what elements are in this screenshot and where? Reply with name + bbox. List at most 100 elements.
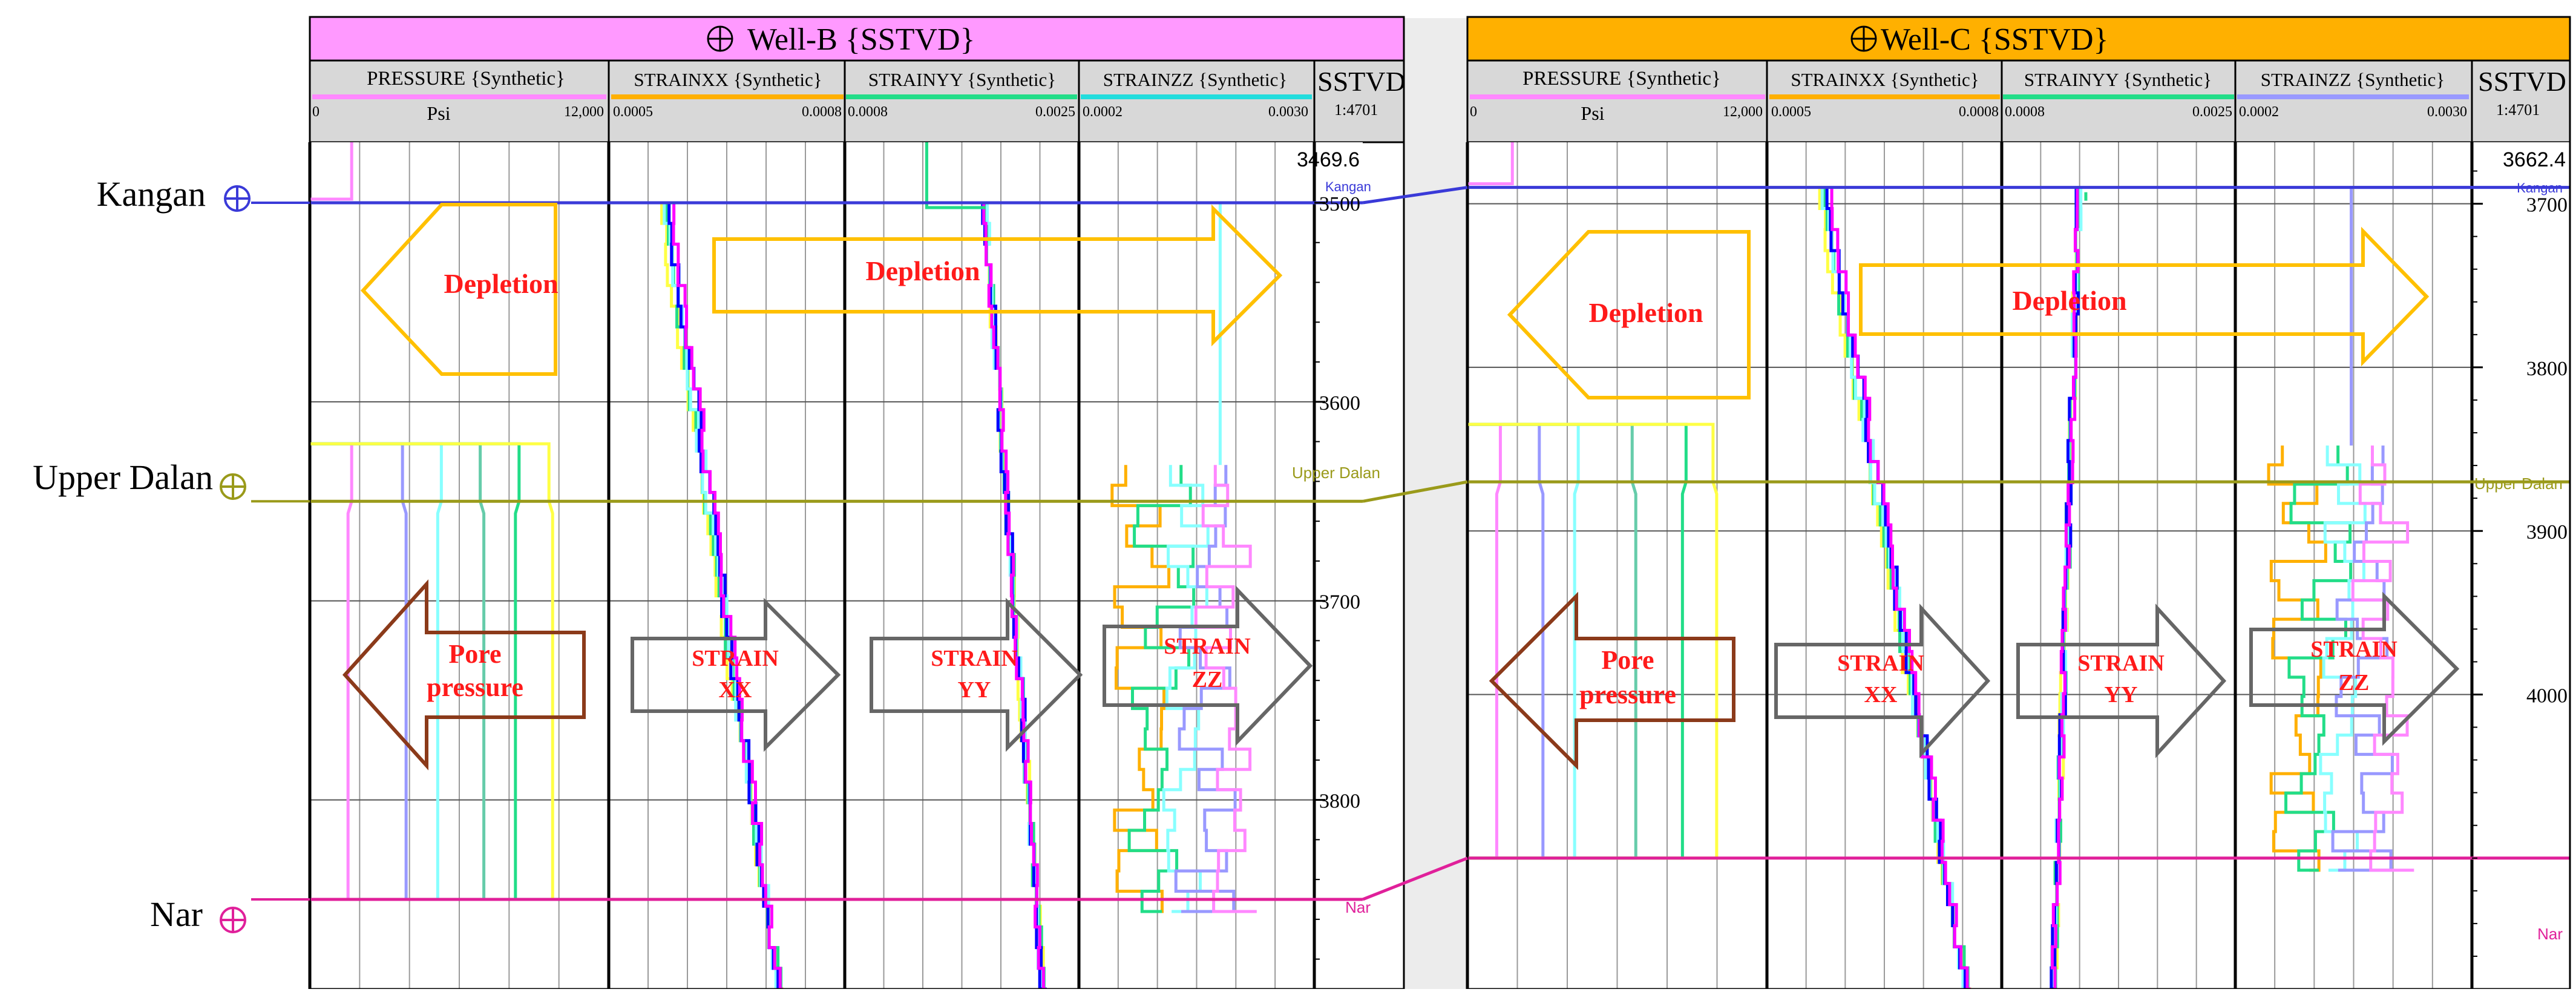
well-b-strainxx-title: STRAINXX {Synthetic}: [634, 69, 822, 90]
well-c-pressure-min: 0: [1470, 104, 1477, 120]
well-c-formation-lines: [1467, 186, 2570, 860]
well-c-strainxx-min: 0.0005: [1771, 104, 1811, 120]
well-b-header-dividers: [608, 61, 1316, 142]
well-b-depletion-right-arrow: [712, 204, 1283, 347]
well-b-pore-text-line1: Pore: [448, 639, 501, 669]
well-c-depth-scale: 1:4701: [2496, 101, 2540, 119]
well-b-strainxx-max: 0.0008: [802, 104, 842, 120]
well-c-depletion-right-arrow: [1859, 226, 2430, 367]
well-b-depth-ticks: 35003600370038003900: [1314, 162, 1360, 992]
well-c-pore-pressure-arrow: [1489, 591, 1735, 770]
depth-tick-label: 3800: [2526, 358, 2568, 380]
well-c-pressure-title: PRESSURE {Synthetic}: [1522, 68, 1721, 90]
well-b-strainyy-min: 0.0008: [848, 104, 888, 120]
well-c-strainyy-max: 0.0025: [2192, 104, 2232, 120]
strainzz-curve: [2319, 445, 2367, 872]
well-c-title: Well-C {SSTVD}: [1881, 22, 2109, 57]
well-b-nar-small-label: Nar: [1345, 898, 1371, 916]
depth-tick-label: 3800: [1319, 790, 1360, 813]
well-b-depth-scale: 1:4701: [1334, 101, 1378, 119]
well-b-pressure-max: 12,000: [564, 104, 604, 120]
well-c-pressure-max: 12,000: [1723, 104, 1763, 120]
well-b-strainzz-axis: ZZ: [1192, 667, 1223, 692]
depth-tick-label: 3900: [2526, 521, 2568, 544]
well-b-strainyy-arrow: [870, 597, 1083, 752]
well-b-strainxx-axis: XX: [719, 677, 752, 703]
well-c-kangan-small-label: Kangan: [2517, 180, 2563, 195]
depth-tick-label: 3500: [1319, 193, 1360, 215]
formation-correlation-lines: [251, 186, 1468, 901]
well-b-upper-dalan-small-label: Upper Dalan: [1292, 464, 1380, 482]
well-b-pore-pressure-arrow: [342, 579, 586, 770]
well-c-strainxx-axis: XX: [1864, 682, 1898, 708]
well-b-depletion-left-text: Depletion: [444, 268, 558, 299]
well-c-pore-text-line2: pressure: [1579, 680, 1676, 709]
well-c-title-icon: [1850, 25, 1877, 52]
formation-correlation-line: [1362, 186, 1468, 205]
well-b-depth-top-value: 3469.6: [1297, 148, 1360, 171]
depth-tick-label: 3700: [2526, 194, 2568, 217]
well-b-panel: Well-B {SSTVD} PRESSURE {Synthetic} 0 Ps…: [308, 16, 1406, 992]
well-c-strainzz-max: 0.0030: [2427, 104, 2467, 120]
well-b-strainzz-title: STRAINZZ {Synthetic}: [1103, 69, 1287, 90]
well-b-title-icon: [707, 25, 733, 52]
well-b-strainyy-title: STRAINYY {Synthetic}: [868, 69, 1056, 90]
well-b-strainxx-arrow: [631, 597, 841, 752]
well-c-strainyy-arrow: [2016, 603, 2227, 758]
well-b-depletion-left-arrow: [360, 203, 557, 376]
marker-label-upper-dalan: Upper Dalan: [33, 458, 213, 497]
well-b-depth-track: [1314, 142, 1363, 989]
well-b-curves: [310, 142, 1314, 991]
formation-correlation-line: [1362, 480, 1468, 503]
well-b-formation-lines: [310, 201, 1363, 901]
well-c-depth-top-value: 3662.4: [2503, 148, 2566, 171]
well-c-depletion-left-arrow: [1507, 230, 1751, 399]
well-c-pressure-unit: Psi: [1581, 102, 1604, 124]
well-c-depth-title: SSTVD: [2478, 66, 2566, 97]
well-c-log-body: [1467, 142, 2472, 989]
well-c-depletion-right-text: Depletion: [2012, 285, 2126, 316]
well-c-strainxx-arrow: [1774, 603, 1991, 758]
strainyy-entry: [925, 142, 986, 209]
well-b-pressure-title: PRESSURE {Synthetic}: [367, 68, 565, 90]
well-b-title: Well-B {SSTVD}: [747, 22, 975, 57]
well-b-pressure-min: 0: [312, 104, 320, 120]
well-b-strainzz-max: 0.0030: [1268, 104, 1308, 120]
well-c-depth-track: [2472, 142, 2570, 989]
strainzz-curve: [1194, 465, 1257, 913]
well-b-depth-title: SSTVD: [1317, 66, 1406, 97]
well-b-strainzz-word: STRAIN: [1164, 634, 1251, 659]
well-c-strainzz-word: STRAIN: [2310, 637, 2397, 662]
pressure-curve-initial: [1467, 142, 1514, 186]
pressure-curve-initial: [310, 142, 353, 201]
well-b-strainyy-axis: YY: [958, 677, 991, 703]
well-b-log-body: [310, 142, 1314, 989]
well-b-strainzz-arrow: [1103, 585, 1313, 746]
strainzz-curve: [2351, 445, 2414, 872]
well-c-header: [1466, 59, 2571, 143]
depth-tick-label: 3600: [1319, 392, 1360, 415]
well-c-strainxx-word: STRAIN: [1837, 651, 1924, 676]
kangan-marker-icon: [224, 185, 251, 212]
well-c-header-dividers: [1766, 61, 2473, 142]
well-c-depletion-left-text: Depletion: [1588, 297, 1703, 328]
upper-dalan-marker-icon: [220, 473, 246, 500]
depth-tick-label: 4000: [2526, 685, 2568, 707]
marker-label-kangan: Kangan: [97, 174, 206, 214]
well-c-strainzz-min: 0.0002: [2239, 104, 2279, 120]
well-c-strainyy-title: STRAINYY {Synthetic}: [2024, 69, 2212, 90]
well-b-kangan-small-label: Kangan: [1325, 179, 1371, 194]
strainzz-curve: [1127, 465, 1196, 913]
well-b-strainxx-min: 0.0005: [613, 104, 653, 120]
strainzz-curve: [1162, 465, 1210, 913]
well-c-grid: [1466, 142, 2474, 989]
well-c-strainzz-title: STRAINZZ {Synthetic}: [2261, 69, 2445, 90]
strainzz-curve: [2284, 445, 2353, 872]
strain-curve: [672, 202, 783, 991]
marker-label-nar: Nar: [150, 895, 203, 934]
well-c-pore-text-line1: Pore: [1601, 645, 1654, 675]
well-c-upper-dalan-small-label: Upper Dalan: [2474, 475, 2563, 493]
well-b-strainxx-word: STRAIN: [692, 646, 779, 671]
well-c-strainyy-min: 0.0008: [2005, 104, 2045, 120]
